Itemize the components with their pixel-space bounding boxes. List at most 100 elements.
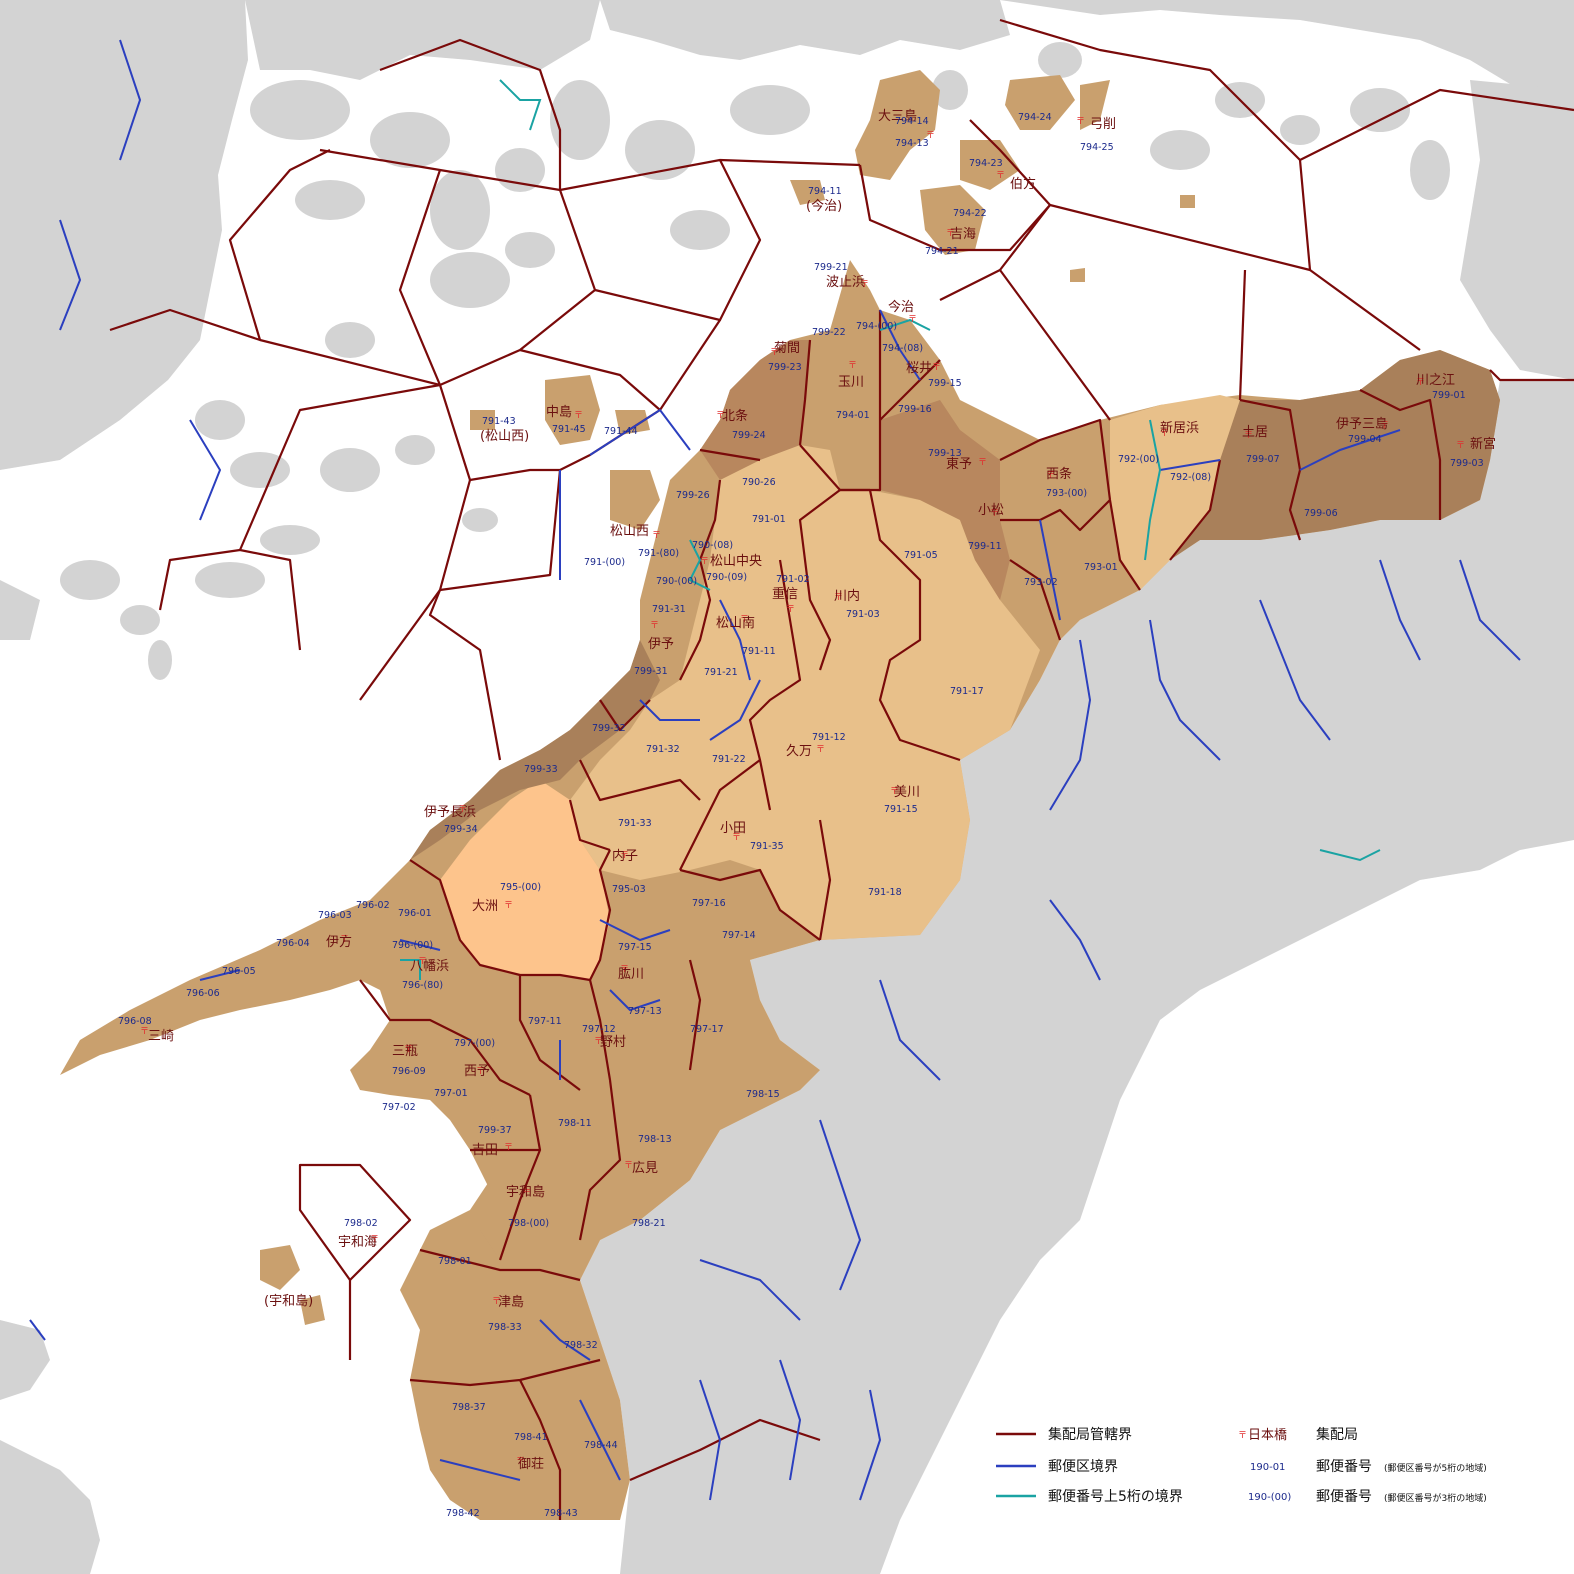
office-name-label: 波止浜 (826, 275, 865, 290)
office-name-label: 小松 (978, 503, 1004, 518)
office-name-label: 新居浜 (1160, 420, 1199, 436)
post-office-icon: 〒 (620, 965, 629, 975)
postal-code-label: 798-41 (514, 1432, 548, 1443)
post-office-icon: 〒 (140, 1027, 149, 1037)
legend-district-label: 郵便区境界 (1048, 1459, 1118, 1475)
post-office-icon: 〒 (860, 280, 869, 290)
post-office-icon: 〒 (700, 557, 709, 567)
postal-code-label: 791-31 (652, 604, 686, 615)
postal-code-label: 799-31 (634, 666, 668, 677)
post-office-icon: 〒 (504, 1143, 513, 1153)
post-office-icon: 〒 (770, 348, 779, 358)
office-name-label: 美川 (894, 785, 920, 800)
postal-code-label: 799-01 (1432, 390, 1466, 401)
postal-code-label: 791-03 (846, 609, 880, 620)
postal-code-label: 791-33 (618, 818, 652, 829)
office-name-label: (今治) (806, 198, 842, 214)
postal-code-label: 794-22 (953, 208, 987, 219)
postal-code-label: 799-23 (768, 362, 802, 373)
office-name-label: 菊間 (774, 341, 800, 356)
postal-code-label: 791-45 (552, 424, 586, 435)
post-office-icon: 〒 (1238, 1431, 1247, 1441)
postal-code-label: 798-01 (438, 1256, 472, 1267)
postal-code-label: 796-(80) (402, 980, 443, 991)
office-name-label: 伊予三島 (1336, 417, 1388, 432)
postal-code-label: 791-21 (704, 667, 738, 678)
post-office-icon: 〒 (594, 1037, 603, 1047)
office-name-label: 松山南 (716, 615, 755, 631)
post-office-icon: 〒 (476, 1067, 485, 1077)
postal-code-labels: 794-14 794-13 794-24 794-25 794-23 794-22 794-… (118, 112, 1484, 1519)
post-office-icon: 〒 (1416, 378, 1425, 388)
postal-code-label: 794-01 (836, 410, 870, 421)
postal-code-label: 791-(00) (584, 557, 625, 568)
postal-code-label: 798-33 (488, 1322, 522, 1333)
postal-code-label: 799-24 (732, 430, 766, 441)
office-name-label: 津島 (498, 1295, 524, 1310)
postal-code-label: 799-13 (928, 448, 962, 459)
postal-code-label: 791-15 (884, 804, 918, 815)
postal-code-label: 798-13 (638, 1134, 672, 1145)
postal-code-label: 796-05 (222, 966, 256, 977)
postal-code-label: 797-(00) (454, 1038, 495, 1049)
post-office-icon: 〒 (418, 957, 427, 967)
postal-code-label: 792-(00) (1118, 454, 1159, 465)
postal-code-label: 791-22 (712, 754, 746, 765)
postal-district-boundaries (29, 39, 1521, 1501)
postal-code-label: 791-43 (482, 416, 516, 427)
postal-code-label: 799-22 (812, 327, 846, 338)
post-office-icon: 〒 (848, 361, 857, 371)
postal-code-label: 791-11 (742, 646, 776, 657)
postal-code-label: 791-17 (950, 686, 984, 697)
office-name-label: 重信 (772, 586, 798, 602)
office-name-label: 久万 (786, 744, 812, 759)
postal-code-label: 799-16 (898, 404, 932, 415)
postal-code-label: 791-18 (868, 887, 902, 898)
office-name-label: 御荘 (518, 1457, 544, 1472)
postal-code-label: 792-(08) (1170, 472, 1211, 483)
post-office-icon: 〒 (624, 1161, 633, 1171)
office-name-label: 弓削 (1090, 117, 1116, 132)
legend-collection-label: 集配局管轄界 (1048, 1426, 1132, 1443)
office-marks: 〒 〒 〒 〒 〒 〒 〒 〒 〒 〒 〒 〒 〒 〒 〒 〒 〒 〒 〒 〒 … (140, 117, 1465, 1467)
post-office-icon: 〒 (492, 1297, 501, 1307)
office-name-label: 小田 (720, 821, 746, 836)
post-office-icon: 〒 (574, 411, 583, 421)
postal-code-label: 798-02 (344, 1218, 378, 1229)
office-name-label: 今治 (888, 299, 914, 315)
collection-boundaries (109, 18, 1574, 1520)
post-office-icon: 〒 (932, 363, 941, 373)
legend-upper5-label: 郵便番号上5桁の境界 (1048, 1489, 1183, 1505)
postal-code-label: 798-11 (558, 1118, 592, 1129)
office-name-label: 中島 (546, 405, 572, 420)
post-office-icon: 〒 (740, 615, 749, 625)
office-name-label: 伊方 (326, 934, 352, 950)
upper5-boundaries (400, 79, 1381, 980)
office-name-label: 北条 (722, 408, 748, 424)
postal-code-label: 791-32 (646, 744, 680, 755)
legend-code3-note: (郵便区番号が3桁の地域) (1384, 1492, 1487, 1504)
post-office-icon: 〒 (990, 509, 999, 519)
legend-office-label: 集配局 (1316, 1426, 1358, 1443)
legend-office-sample: 日本橋 (1248, 1428, 1287, 1443)
legend-code5-note: (郵便区番号が5桁の地域) (1384, 1462, 1487, 1474)
postal-code-label: 799-34 (444, 824, 478, 835)
office-name-label: 吉海 (950, 227, 976, 242)
office-name-label: 三崎 (148, 1029, 174, 1044)
post-office-icon: 〒 (340, 935, 349, 945)
office-name-label: 西予 (464, 1064, 490, 1079)
post-office-icon: 〒 (716, 411, 725, 421)
post-office-icon: 〒 (370, 1235, 379, 1245)
office-name-label: 玉川 (838, 375, 864, 390)
office-name-label: 伊予 (648, 637, 674, 652)
legend-code3-label: 郵便番号 (1316, 1489, 1372, 1505)
postal-code-label: 797-17 (690, 1024, 724, 1035)
postal-code-label: 799-04 (1348, 434, 1382, 445)
postal-code-label: 796-06 (186, 988, 220, 999)
office-name-label: 松山中央 (710, 554, 762, 569)
office-name-label: 八幡浜 (410, 959, 449, 974)
postal-code-label: 791-02 (776, 574, 810, 585)
postal-code-label: 799-32 (592, 723, 626, 734)
